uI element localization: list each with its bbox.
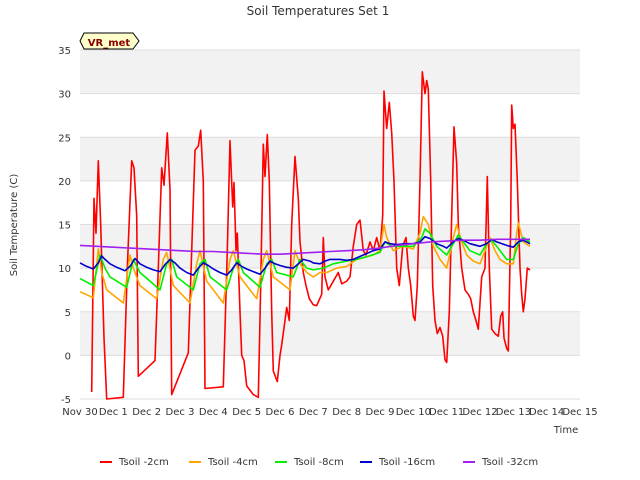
series-layer [79, 71, 531, 400]
x-tick-label: Dec 3 [166, 407, 195, 418]
station-label: VR_met [88, 38, 131, 49]
x-tick-label: Dec 5 [232, 407, 261, 418]
x-tick-label: Dec 14 [529, 407, 564, 418]
x-tick-label: Dec 7 [299, 407, 328, 418]
y-tick-label: 15 [58, 221, 71, 232]
series-line-1 [90, 71, 531, 400]
chart-title: Soil Temperatures Set 1 [247, 4, 390, 18]
x-tick-label: Nov 30 [62, 407, 97, 418]
series-line-2 [79, 215, 531, 304]
series-line-4 [79, 235, 531, 276]
plot-band [80, 224, 580, 269]
y-tick-label: 35 [58, 46, 71, 57]
legend-label: Tsoil -4cm [207, 457, 258, 468]
y-tick-label: 30 [58, 90, 71, 101]
x-tick-label: Dec 8 [332, 407, 361, 418]
x-tick-label: Dec 13 [496, 407, 531, 418]
x-tick-label: Dec 9 [366, 407, 395, 418]
legend-label: Tsoil -8cm [293, 457, 344, 468]
legend-label: Tsoil -32cm [481, 457, 538, 468]
x-tick-label: Dec 6 [266, 407, 295, 418]
x-axis-label: Time [553, 425, 578, 436]
plot-band [80, 50, 580, 94]
y-axis: -5 0 5 10 15 20 25 30 35 [58, 46, 71, 406]
series-line-5 [79, 238, 530, 255]
x-tick-label: Dec 2 [132, 407, 161, 418]
plot-band [80, 311, 580, 356]
x-tick-label: Dec 10 [396, 407, 431, 418]
legend-label: Tsoil -16cm [378, 457, 435, 468]
y-tick-label: 20 [58, 177, 71, 188]
x-axis: Nov 30 Dec 1 Dec 2 Dec 3 Dec 4 Dec 5 Dec 6 Dec … [62, 407, 597, 418]
legend-label: Tsoil -2cm [118, 457, 169, 468]
y-tick-label: 10 [58, 264, 71, 275]
y-tick-label: 5 [65, 308, 71, 319]
x-tick-label: Dec 4 [199, 407, 228, 418]
x-tick-label: Dec 1 [99, 407, 128, 418]
plot-band [80, 137, 580, 181]
legend: Tsoil -2cm Tsoil -4cm Tsoil -8cm Tsoil -16c… [100, 457, 538, 468]
x-tick-label: Dec 15 [562, 407, 597, 418]
station-tag: VR_met [79, 32, 140, 50]
x-tick-label: Dec 11 [429, 407, 464, 418]
y-tick-label: 25 [58, 133, 71, 144]
y-tick-label: -5 [61, 395, 71, 406]
y-axis-label: Soil Temperature (C) [9, 174, 20, 277]
y-tick-label: 0 [65, 351, 71, 362]
x-tick-label: Dec 12 [462, 407, 497, 418]
